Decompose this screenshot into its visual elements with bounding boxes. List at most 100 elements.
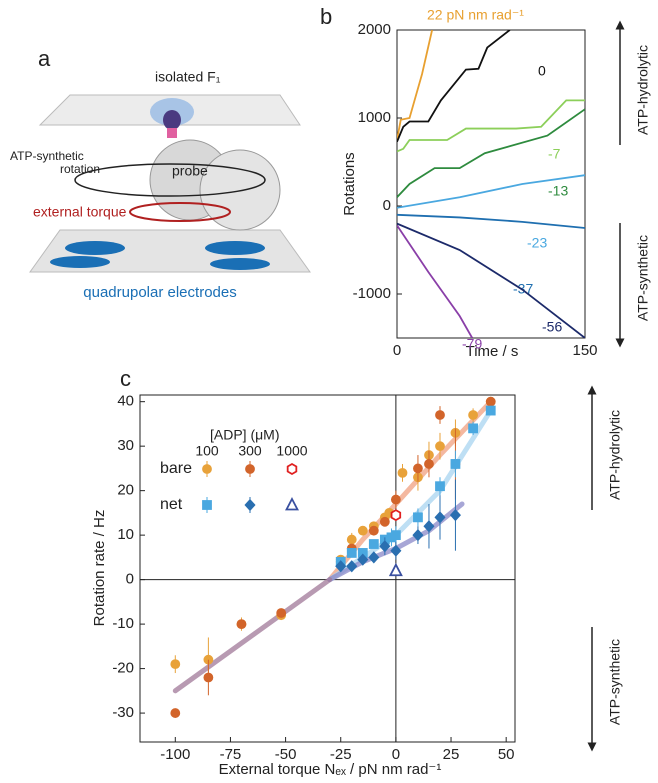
diagram-label: external torque [33, 204, 127, 220]
series-label: 22 pN nm rad⁻¹ [427, 7, 524, 23]
legend-marker [285, 497, 299, 511]
data-point [435, 441, 445, 452]
x-tick-label: -100 [160, 746, 190, 763]
direction-label: ATP-hydrolytic [635, 45, 651, 135]
data-point [368, 525, 379, 536]
x-tick-label: 25 [443, 746, 460, 763]
x-tick-label: -25 [330, 746, 352, 763]
data-point [346, 548, 357, 558]
legend-marker [202, 464, 212, 474]
diagram: a isolated F₁ probe ATP-synthetic rotati… [10, 46, 311, 301]
data-point [412, 529, 424, 542]
data-point [368, 539, 379, 549]
trace [397, 99, 585, 153]
legend-column: 1000 [276, 443, 307, 459]
legend-title: [ADP] (μM) [210, 427, 280, 443]
trace [397, 30, 433, 141]
y-tick-label: -10 [112, 615, 134, 632]
y-tick-label: 40 [117, 393, 134, 410]
series-label: -7 [548, 146, 561, 162]
x-tick-label: 150 [572, 342, 597, 359]
data-point [413, 512, 423, 523]
legend-row: bare [160, 460, 192, 477]
data-point [468, 423, 478, 434]
data-point [449, 509, 461, 522]
data-point [276, 608, 287, 618]
x-tick-label: 0 [393, 342, 401, 359]
data-point [485, 396, 496, 407]
trace [397, 174, 585, 209]
data-point [435, 410, 445, 420]
x-axis-label: Time / s [466, 343, 519, 360]
data-point [424, 459, 434, 469]
x-tick-label: -75 [220, 746, 242, 763]
data-point [434, 511, 446, 524]
data-point [346, 560, 358, 573]
x-tick-label: 0 [392, 746, 400, 763]
x-tick-label: 50 [498, 746, 515, 763]
panel-label: c [120, 366, 131, 391]
legend-marker [202, 500, 212, 510]
diagram-label: probe [172, 163, 208, 179]
data-point [236, 619, 247, 630]
trace [397, 30, 511, 143]
data-point [390, 530, 401, 541]
panel-label: b [320, 4, 332, 29]
y-tick-label: -20 [112, 660, 134, 677]
data-point [379, 516, 390, 527]
y-tick-label: -1000 [353, 285, 391, 302]
y-axis-label: Rotations [341, 152, 358, 215]
panel-label: a [38, 46, 51, 71]
x-tick-label: -50 [275, 746, 297, 763]
y-tick-label: 10 [117, 526, 134, 543]
torque-arrow [129, 202, 231, 222]
legend-column: 100 [195, 443, 219, 459]
data-point [450, 459, 461, 469]
data-point [413, 463, 423, 474]
fit-curve [172, 577, 333, 694]
rotation-arrow [74, 163, 266, 197]
electrode [50, 256, 110, 268]
series-label: 0 [538, 63, 546, 79]
legend-column: 300 [238, 443, 262, 459]
y-tick-label: 2000 [358, 21, 391, 38]
y-tick-label: 20 [117, 482, 134, 499]
series-label: -23 [527, 235, 547, 251]
data-point [397, 467, 408, 478]
linker [167, 128, 177, 138]
series-label: -13 [548, 183, 568, 199]
electrode [205, 241, 265, 255]
y-tick-label: 0 [383, 197, 391, 214]
data-point [379, 540, 391, 553]
direction-label: ATP-synthetic [607, 639, 623, 725]
trace [397, 213, 585, 229]
diagram-label: quadrupolar electrodes [83, 284, 236, 301]
data-point [203, 672, 214, 683]
series-label: -56 [542, 319, 562, 335]
data-point [335, 560, 347, 573]
direction-label: ATP-synthetic [635, 235, 651, 321]
legend-row: net [160, 496, 183, 513]
data-point [357, 525, 368, 536]
x-axis-label: External torque Nₑₓ / pN nm rad⁻¹ [219, 761, 442, 778]
legend-marker [244, 498, 256, 512]
y-tick-label: 1000 [358, 109, 391, 126]
electrode [210, 258, 270, 270]
data-point [390, 544, 402, 557]
trace [397, 108, 585, 198]
data-point [170, 708, 181, 718]
data-point [170, 659, 181, 670]
diagram-label: rotation [60, 162, 100, 176]
trace [397, 222, 585, 338]
data-point [435, 481, 445, 492]
y-tick-label: 30 [117, 437, 134, 454]
plot-frame [139, 394, 516, 743]
data-point [390, 494, 401, 505]
data-point [485, 405, 496, 416]
electrode [65, 241, 125, 255]
plot-frame [396, 29, 586, 339]
diagram-label: isolated F₁ [155, 69, 221, 85]
data-point [468, 410, 478, 420]
data-point [357, 553, 369, 566]
